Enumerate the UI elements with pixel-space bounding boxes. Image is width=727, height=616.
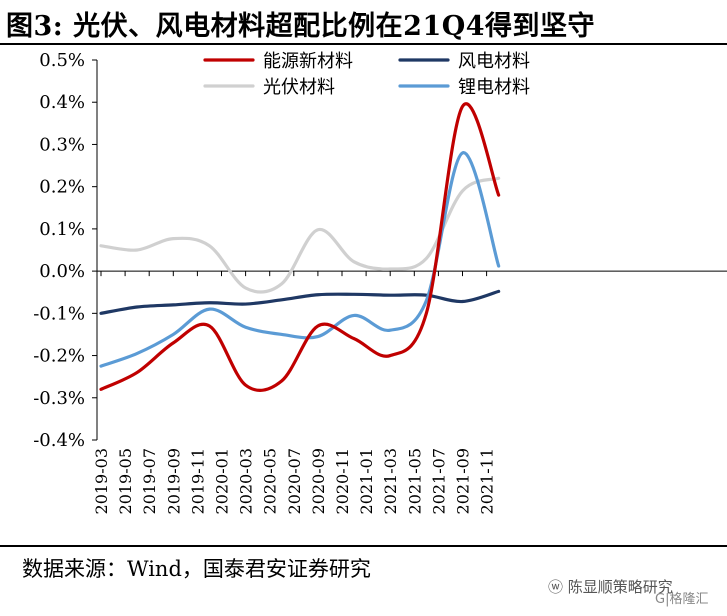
x-tick-label: 2021-09 xyxy=(454,448,473,514)
line-chart: 0.5% 0.4% 0.3% 0.2% 0.1% 0.0% -0.1% -0.2% -0.3% -… xyxy=(33,50,727,514)
series-line xyxy=(99,289,501,315)
chart-title: 图3: 光伏、风电材料超配比例在21Q4得到坚守 xyxy=(6,11,596,42)
x-tick-label: 2020-01 xyxy=(213,448,232,514)
legend-label: 风电材料 xyxy=(458,51,530,72)
x-tick-label: 2019-11 xyxy=(188,448,207,514)
legend-label: 能源新材料 xyxy=(263,51,353,72)
x-tick-label: 2021-03 xyxy=(381,448,400,514)
watermark-logo: G|格隆汇 xyxy=(655,592,709,607)
legend-label: 锂电材料 xyxy=(458,77,530,98)
x-tick-label: 2020-03 xyxy=(237,448,256,514)
source-note: 数据来源：Wind，国泰君安证券研究 xyxy=(22,557,371,581)
series-line xyxy=(99,102,501,392)
series-line xyxy=(99,176,501,294)
y-tick-label: -0.1% xyxy=(33,303,85,324)
y-tick-label: 0.1% xyxy=(39,219,85,240)
x-tick-label: 2021-01 xyxy=(357,448,376,514)
x-tick-label: 2019-05 xyxy=(116,448,135,514)
y-tick-label: -0.4% xyxy=(33,430,85,451)
series-line xyxy=(99,151,501,368)
x-tick-label: 2020-07 xyxy=(285,448,304,514)
x-tick-label: 2020-09 xyxy=(309,448,328,514)
axes-layer: 0.5% 0.4% 0.3% 0.2% 0.1% 0.0% -0.1% -0.2% -0.3% -… xyxy=(33,50,727,514)
x-tick-label: 2021-11 xyxy=(478,448,497,514)
watermark-text: 陈显顺策略研究 xyxy=(567,578,673,596)
wechat-icon: ⓦ xyxy=(548,578,568,596)
x-tick-label: 2020-11 xyxy=(333,448,352,514)
y-tick-label: 0.2% xyxy=(39,177,85,198)
x-tick-label: 2021-07 xyxy=(429,448,448,514)
x-tick-label: 2019-09 xyxy=(164,448,183,514)
y-tick-label: 0.0% xyxy=(39,261,85,282)
y-tick-label: -0.2% xyxy=(33,346,85,367)
source-rule xyxy=(0,545,727,547)
x-tick-label: 2021-05 xyxy=(405,448,424,514)
title-rule xyxy=(0,43,727,45)
y-tick-label: 0.4% xyxy=(39,92,85,113)
y-tick-label: 0.3% xyxy=(39,134,85,155)
y-tick-label: 0.5% xyxy=(39,50,85,71)
x-tick-label: 2020-05 xyxy=(261,448,280,514)
y-tick-label: -0.3% xyxy=(33,388,85,409)
x-tick-label: 2019-03 xyxy=(92,448,111,514)
legend-label: 光伏材料 xyxy=(263,77,335,98)
series-layer xyxy=(99,102,501,392)
x-tick-label: 2019-07 xyxy=(140,448,159,514)
watermark: ⓦ 陈显顺策略研究 xyxy=(548,576,673,597)
